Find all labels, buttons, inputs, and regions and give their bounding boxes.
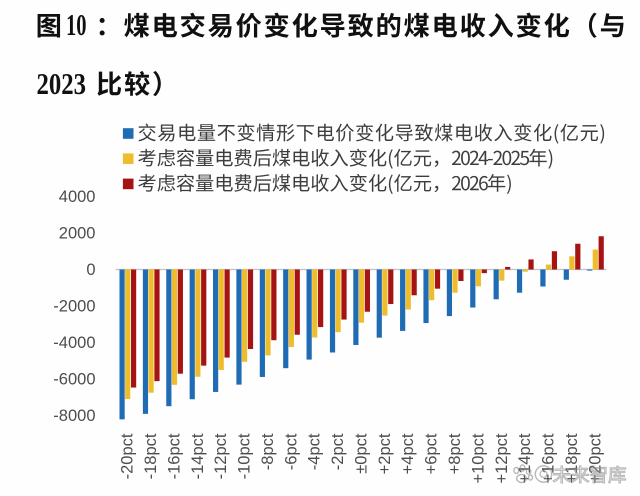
svg-text:-8000: -8000	[53, 407, 95, 425]
svg-text:-8pct: -8pct	[259, 433, 277, 470]
svg-text:+16pct: +16pct	[540, 433, 558, 483]
svg-text:-14pct: -14pct	[189, 433, 207, 479]
svg-text:-4pct: -4pct	[306, 433, 324, 470]
svg-text:0: 0	[86, 261, 95, 279]
svg-text:-6000: -6000	[53, 371, 95, 389]
svg-text:+2pct: +2pct	[376, 433, 394, 474]
svg-text:-4000: -4000	[53, 334, 95, 352]
svg-text:-6pct: -6pct	[282, 433, 300, 470]
svg-text:±0pct: ±0pct	[353, 433, 371, 474]
svg-text:-18pct: -18pct	[142, 433, 160, 479]
svg-text:+12pct: +12pct	[493, 433, 511, 483]
svg-text:-20pct: -20pct	[119, 433, 137, 479]
svg-text:-2000: -2000	[53, 297, 95, 315]
svg-text:+8pct: +8pct	[446, 433, 464, 474]
svg-text:2023: 2023	[37, 66, 87, 101]
svg-text:4000: 4000	[59, 188, 96, 206]
svg-text:2000: 2000	[59, 224, 96, 242]
svg-text:-10pct: -10pct	[236, 433, 254, 479]
svg-text:+10pct: +10pct	[469, 433, 487, 483]
svg-text:+4pct: +4pct	[399, 433, 417, 474]
svg-text:-16pct: -16pct	[165, 433, 183, 479]
svg-text:+6pct: +6pct	[423, 433, 441, 474]
svg-text:-2pct: -2pct	[329, 433, 347, 470]
svg-text:-12pct: -12pct	[212, 433, 230, 479]
svg-text:10: 10	[66, 7, 87, 42]
